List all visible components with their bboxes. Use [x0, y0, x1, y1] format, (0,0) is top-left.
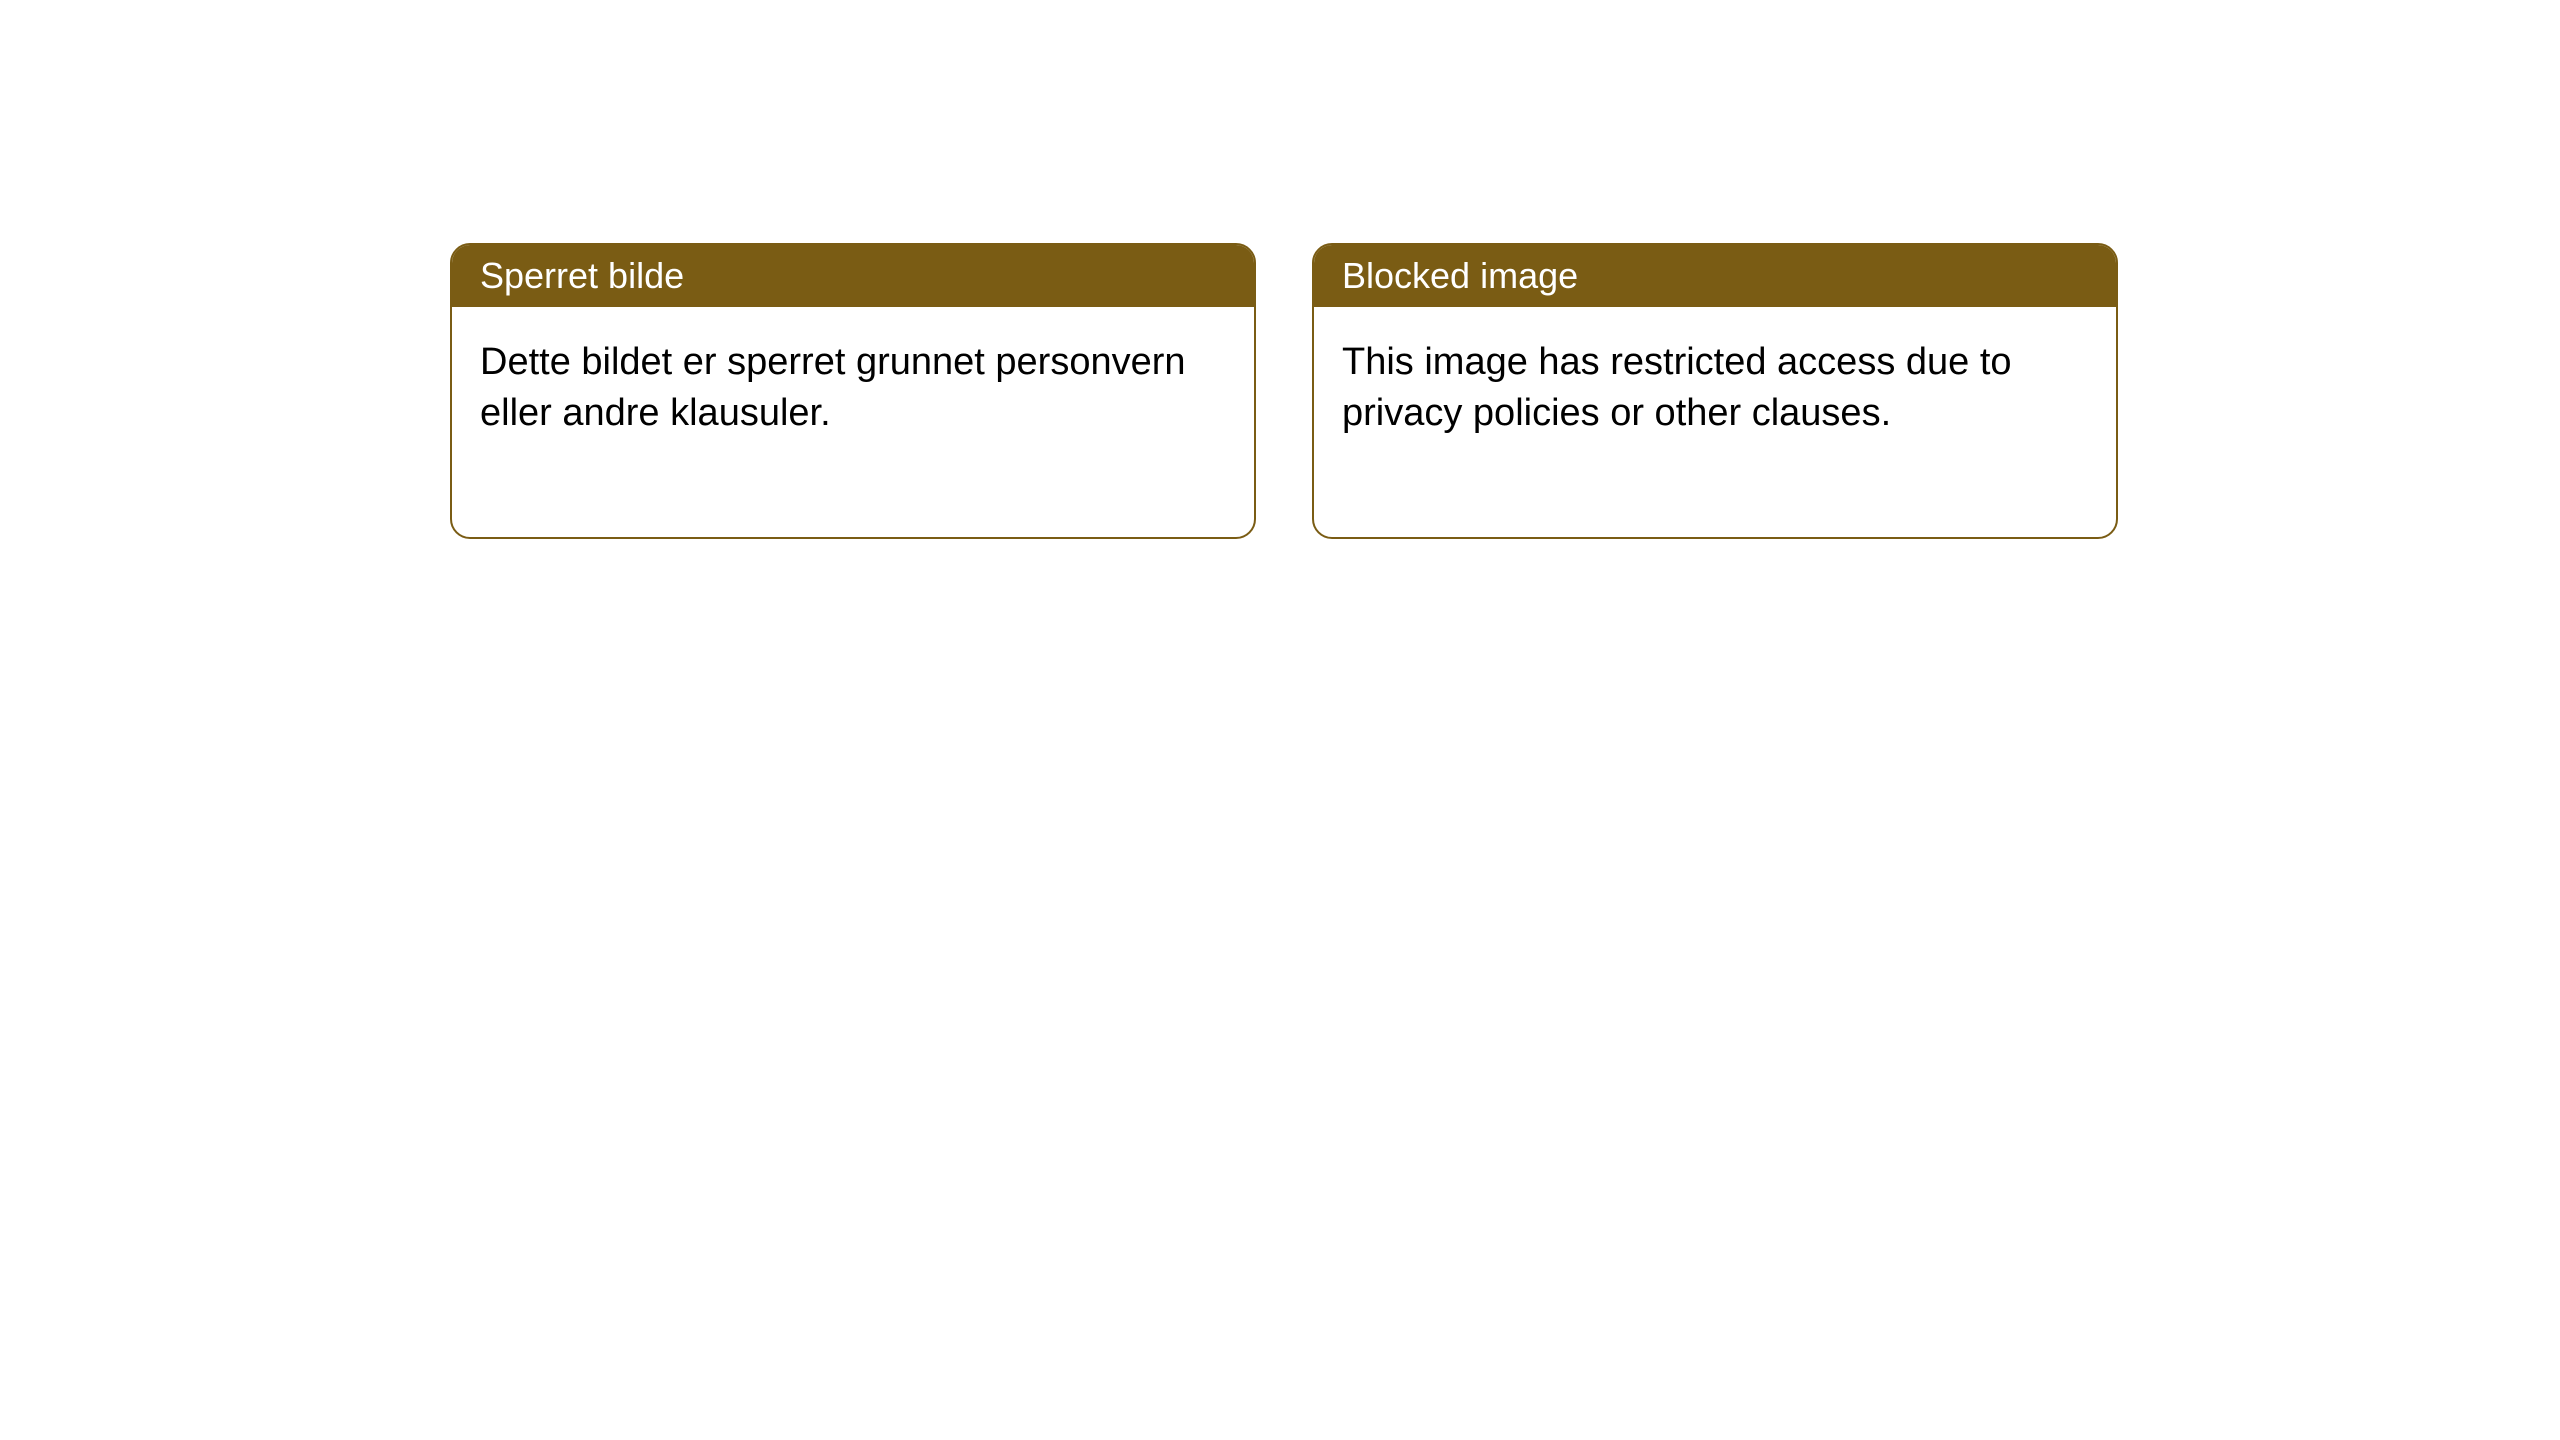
card-body-en: This image has restricted access due to … — [1314, 307, 2116, 537]
blocked-image-card-no: Sperret bilde Dette bildet er sperret gr… — [450, 243, 1256, 539]
card-header-no: Sperret bilde — [452, 245, 1254, 307]
card-body-no: Dette bildet er sperret grunnet personve… — [452, 307, 1254, 537]
card-header-en: Blocked image — [1314, 245, 2116, 307]
blocked-image-card-en: Blocked image This image has restricted … — [1312, 243, 2118, 539]
notice-container: Sperret bilde Dette bildet er sperret gr… — [0, 0, 2560, 539]
